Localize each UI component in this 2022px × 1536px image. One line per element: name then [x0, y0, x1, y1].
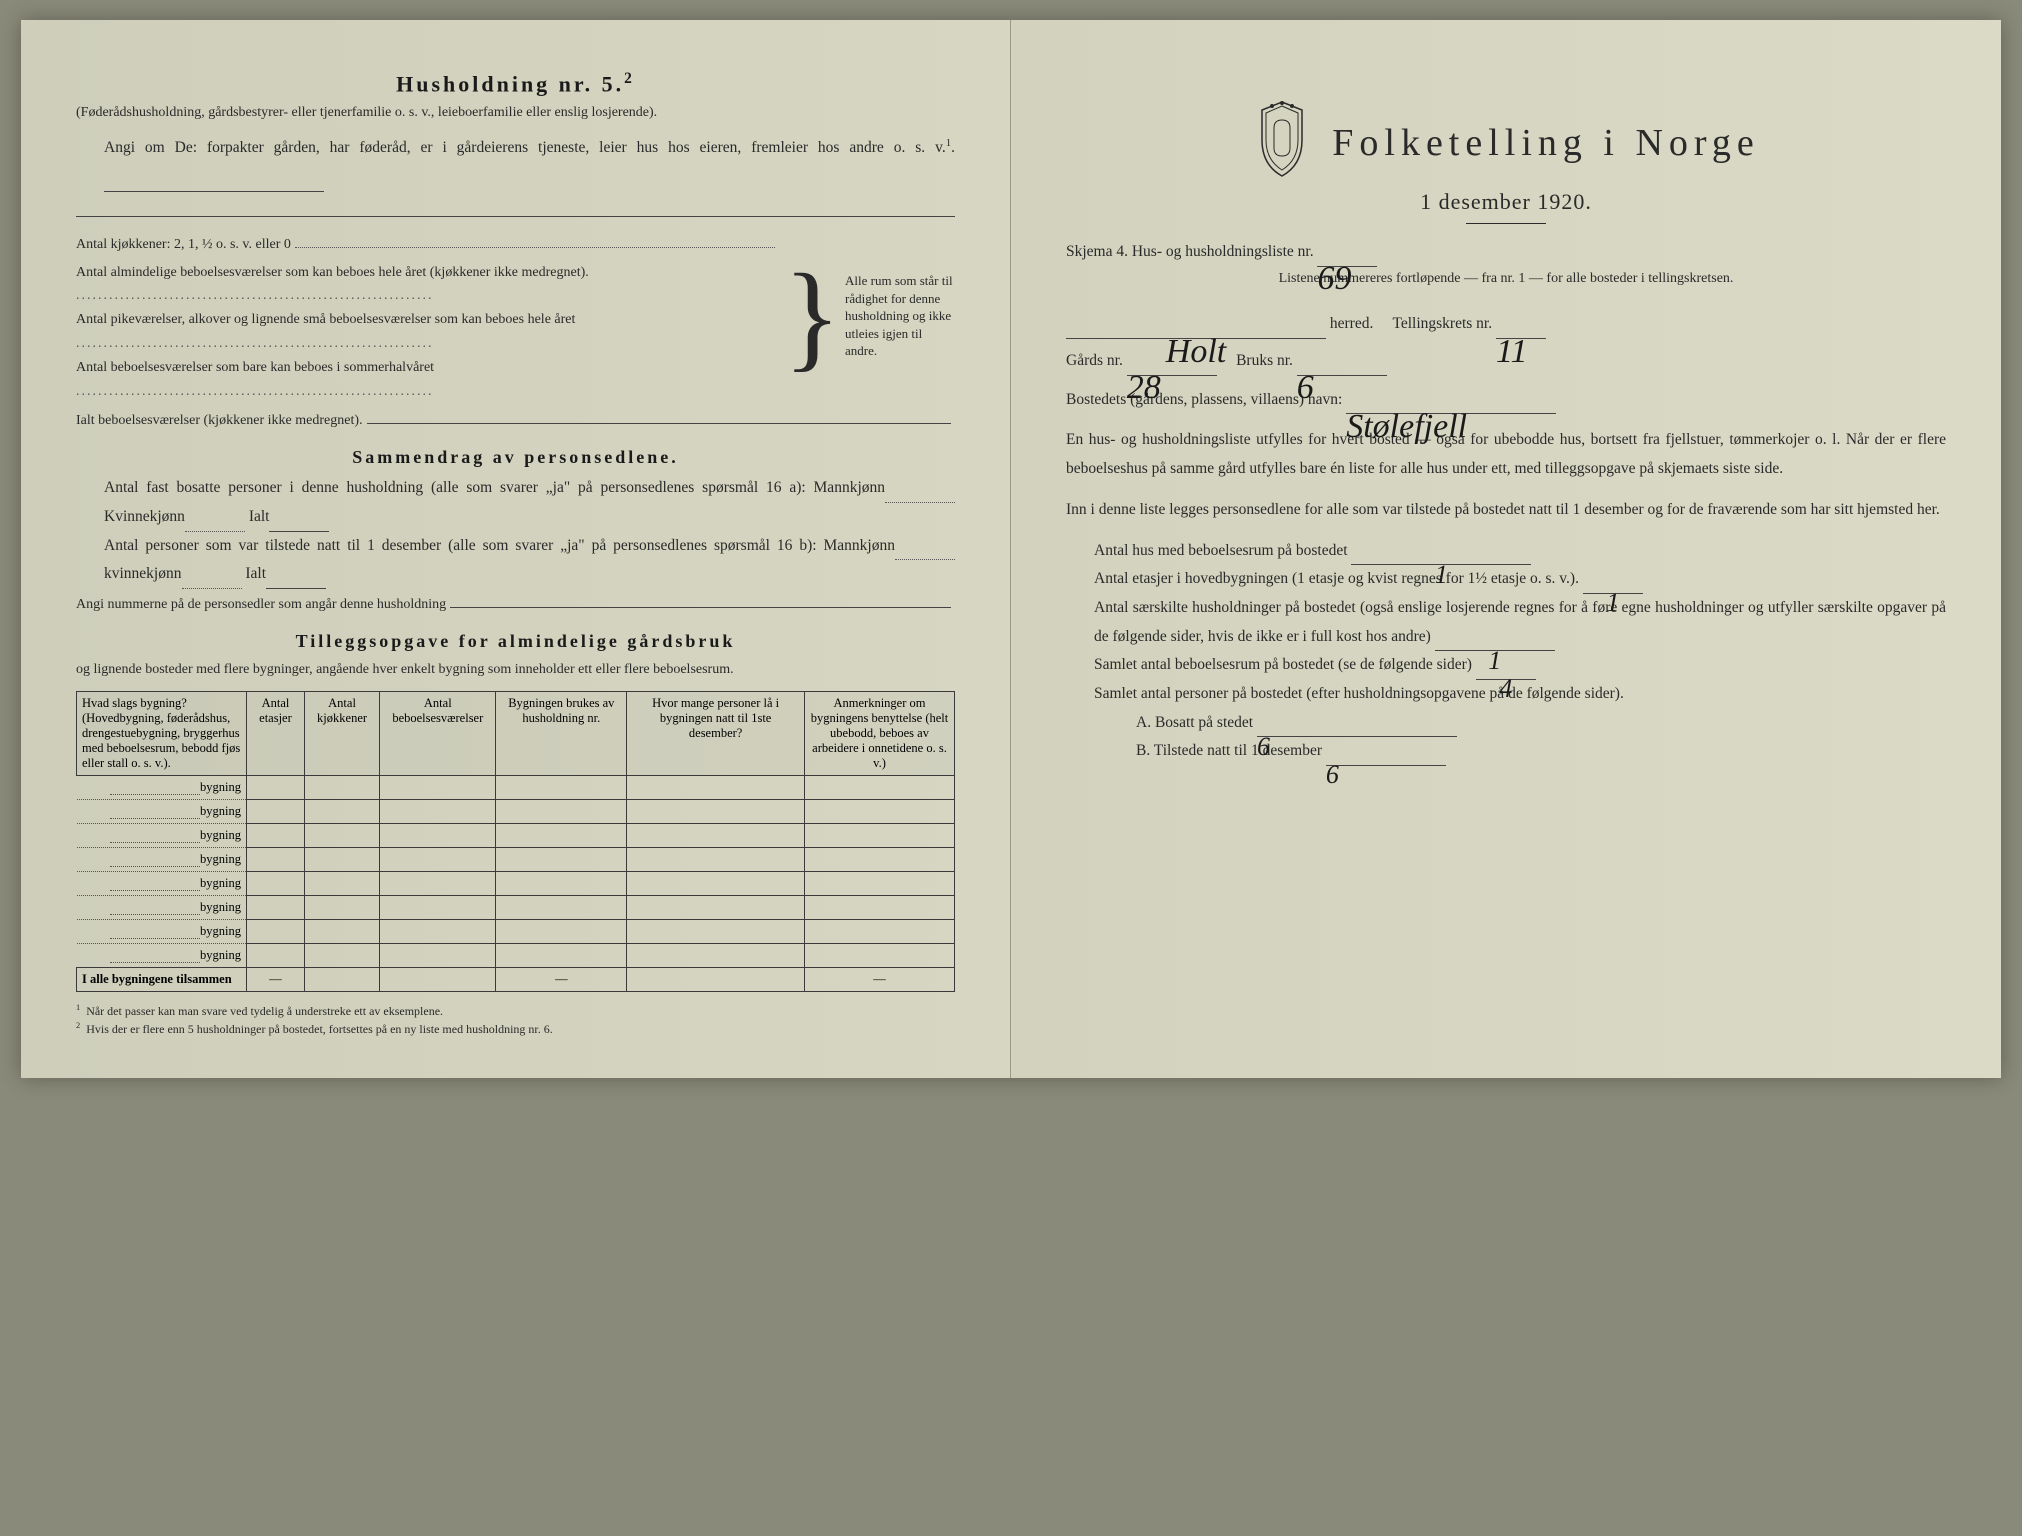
table-row: bygning	[77, 944, 955, 968]
table-row: bygning	[77, 896, 955, 920]
table-row: bygning	[77, 776, 955, 800]
skjema-line: Skjema 4. Hus- og husholdningsliste nr. …	[1066, 238, 1946, 267]
sammendrag-heading: Sammendrag av personsedlene.	[76, 447, 955, 468]
bosted-row: Bostedets (gårdens, plassens, villaens) …	[1066, 386, 1946, 415]
tillegg-heading: Tilleggsopgave for almindelige gårdsbruk	[76, 631, 955, 652]
col-kjokkener: Antal kjøkkener	[304, 692, 379, 776]
room-line-3: Antal beboelsesværelser som bare kan beb…	[76, 356, 779, 404]
divider	[1466, 223, 1546, 224]
sammendrag-line3: Angi nummerne på de personsedler som ang…	[76, 593, 955, 617]
table-row: bygning	[77, 872, 955, 896]
coat-of-arms-icon	[1252, 100, 1312, 185]
ialt-line: Ialt beboelsesværelser (kjøkkener ikke m…	[76, 409, 955, 433]
angi-line: Angi om De: forpakter gården, har føderå…	[104, 133, 955, 192]
table-body: bygning bygning bygning bygning bygning …	[77, 776, 955, 992]
title-row: Folketelling i Norge	[1066, 100, 1946, 185]
tillegg-sub: og lignende bosteder med flere bygninger…	[76, 658, 955, 682]
sammendrag-line2: Antal personer som var tilstede natt til…	[104, 532, 955, 589]
table-header-row: Hvad slags bygning? (Hovedbygning, føder…	[77, 692, 955, 776]
room-line-2: Antal pikeværelser, alkover og lignende …	[76, 308, 779, 356]
table-total-row: I alle bygningene tilsammen ———	[77, 968, 955, 992]
bruks-value: 6	[1297, 369, 1314, 406]
household-subtext: (Føderådshusholdning, gårdsbestyrer- ell…	[76, 101, 955, 125]
q2-value: 1	[1606, 588, 1619, 617]
main-title: Folketelling i Norge	[1332, 121, 1760, 165]
q5: Samlet antal personer på bostedet (efter…	[1094, 680, 1946, 709]
room-line-1: Antal almindelige beboelsesværelser som …	[76, 261, 779, 309]
krets-value: 11	[1496, 333, 1527, 370]
para2: Inn i denne liste legges personsedlene f…	[1066, 496, 1946, 525]
col-anm: Anmerkninger om bygningens benyttelse (h…	[805, 692, 955, 776]
col-bygning: Hvad slags bygning? (Hovedbygning, føder…	[77, 692, 247, 776]
q3: Antal særskilte husholdninger på bostede…	[1094, 594, 1946, 651]
table-row: bygning	[77, 800, 955, 824]
herred-row: Holt herred. Tellingskrets nr. 11	[1066, 310, 1946, 339]
q4-value: 4	[1499, 674, 1512, 703]
qA: A. Bosatt på stedet 6	[1136, 709, 1946, 738]
date-line: 1 desember 1920.	[1066, 189, 1946, 215]
kitchens-label: Antal kjøkkener: 2, 1, ½ o. s. v. eller …	[76, 233, 291, 257]
rooms-block: Antal kjøkkener: 2, 1, ½ o. s. v. eller …	[76, 229, 955, 404]
footnotes: 1 Når det passer kan man svare ved tydel…	[76, 1002, 955, 1038]
q4: Samlet antal beboelsesrum på bostedet (s…	[1094, 651, 1946, 680]
listene-caption: Listene nummereres fortløpende — fra nr.…	[1066, 267, 1946, 291]
para1: En hus- og husholdningsliste utfylles fo…	[1066, 426, 1946, 483]
household-heading: Husholdning nr. 5.2	[76, 70, 955, 97]
table-row: bygning	[77, 824, 955, 848]
sammendrag-line1: Antal fast bosatte personer i denne hush…	[104, 474, 955, 531]
q2: Antal etasjer i hovedbygningen (1 etasje…	[1094, 565, 1946, 594]
col-vaerelser: Antal beboelsesværelser	[380, 692, 496, 776]
qA-value: 6	[1257, 732, 1270, 761]
bosted-value: Stølefjell	[1346, 408, 1467, 445]
qB-value: 6	[1326, 760, 1339, 789]
document-spread: Husholdning nr. 5.2 (Føderådshusholdning…	[21, 20, 2001, 1078]
col-etasjer: Antal etasjer	[247, 692, 305, 776]
list-number-value: 69	[1317, 260, 1351, 297]
table-row: bygning	[77, 848, 955, 872]
col-personer: Hvor mange personer lå i bygningen natt …	[627, 692, 805, 776]
gards-value: 28	[1127, 369, 1161, 406]
table-row: bygning	[77, 920, 955, 944]
right-page: Folketelling i Norge 1 desember 1920. Sk…	[1011, 20, 2001, 1078]
left-page: Husholdning nr. 5.2 (Føderådshusholdning…	[21, 20, 1011, 1078]
q1: Antal hus med beboelsesrum på bostedet 1	[1094, 537, 1946, 566]
building-table: Hvad slags bygning? (Hovedbygning, føder…	[76, 691, 955, 992]
brace-caption: Alle rum som står til rådighet for denne…	[845, 272, 955, 360]
col-hushold: Bygningen brukes av husholdning nr.	[496, 692, 627, 776]
curly-brace: }	[783, 262, 841, 370]
q1-value: 1	[1435, 560, 1448, 589]
